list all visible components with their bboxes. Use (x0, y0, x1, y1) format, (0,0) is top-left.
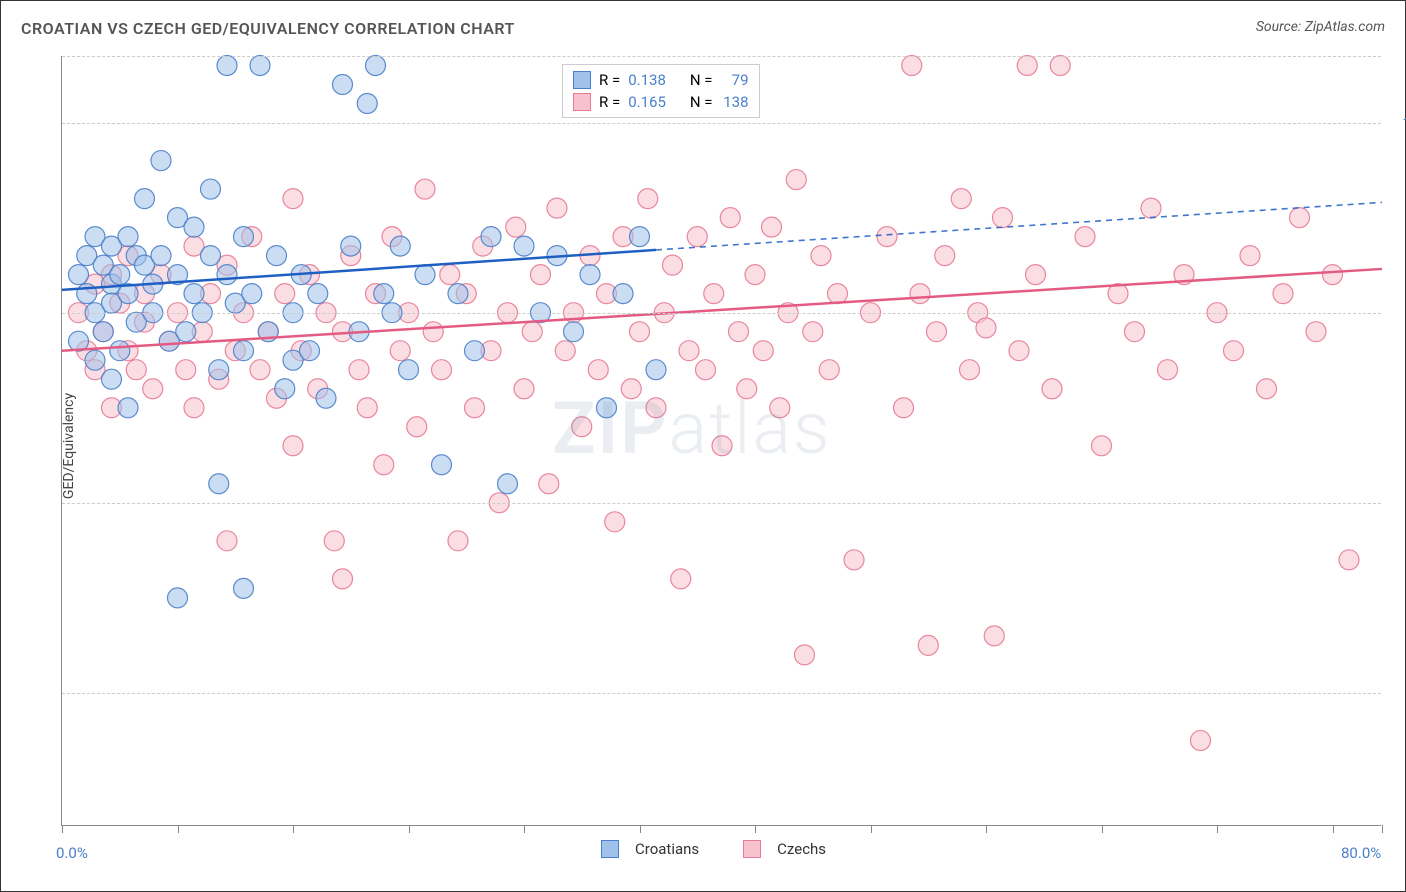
x-tick (178, 825, 179, 833)
gridline (62, 503, 1381, 504)
x-tick (640, 825, 641, 833)
gridline (62, 693, 1381, 694)
swatch-blue-bottom (601, 840, 619, 858)
x-tick (871, 825, 872, 833)
swatch-blue (573, 71, 591, 89)
n-value-blue: 79 (721, 71, 749, 89)
x-axis-min-label: 0.0% (56, 844, 88, 862)
x-tick (986, 825, 987, 833)
gridline (62, 56, 1381, 57)
x-tick (1333, 825, 1334, 833)
swatch-pink-bottom (743, 840, 761, 858)
y-tick-label: 70.0% (1391, 684, 1406, 702)
plot-area: ZIPatlas R = 0.138 N = 79 R = 0.165 N = … (61, 56, 1381, 826)
y-tick-label: 80.0% (1391, 494, 1406, 512)
legend-stats-row-blue: R = 0.138 N = 79 (573, 69, 749, 91)
gridline (62, 313, 1381, 314)
legend-label-croatians: Croatians (635, 840, 699, 858)
x-tick (1102, 825, 1103, 833)
x-axis-max-label: 80.0% (1341, 844, 1381, 862)
legend-bottom: Croatians Czechs (601, 840, 826, 858)
swatch-pink (573, 93, 591, 111)
r-value-blue: 0.138 (628, 71, 666, 89)
chart-title: CROATIAN VS CZECH GED/EQUIVALENCY CORREL… (21, 19, 515, 38)
source-label: Source: ZipAtlas.com (1256, 19, 1385, 35)
x-tick (293, 825, 294, 833)
x-tick (755, 825, 756, 833)
legend-stats-row-pink: R = 0.165 N = 138 (573, 91, 749, 113)
chart-container: CROATIAN VS CZECH GED/EQUIVALENCY CORREL… (0, 0, 1406, 892)
n-value-pink: 138 (721, 93, 749, 111)
x-tick (1217, 825, 1218, 833)
x-tick (524, 825, 525, 833)
gridline (62, 123, 1381, 124)
x-tick (409, 825, 410, 833)
legend-label-czechs: Czechs (777, 840, 826, 858)
x-tick (62, 825, 63, 833)
y-tick-label: 100.0% (1391, 114, 1406, 132)
scatter-svg (62, 56, 1381, 825)
x-tick (1382, 825, 1383, 833)
legend-stats-box: R = 0.138 N = 79 R = 0.165 N = 138 (562, 64, 760, 118)
r-value-pink: 0.165 (628, 93, 666, 111)
y-tick-label: 90.0% (1391, 304, 1406, 322)
